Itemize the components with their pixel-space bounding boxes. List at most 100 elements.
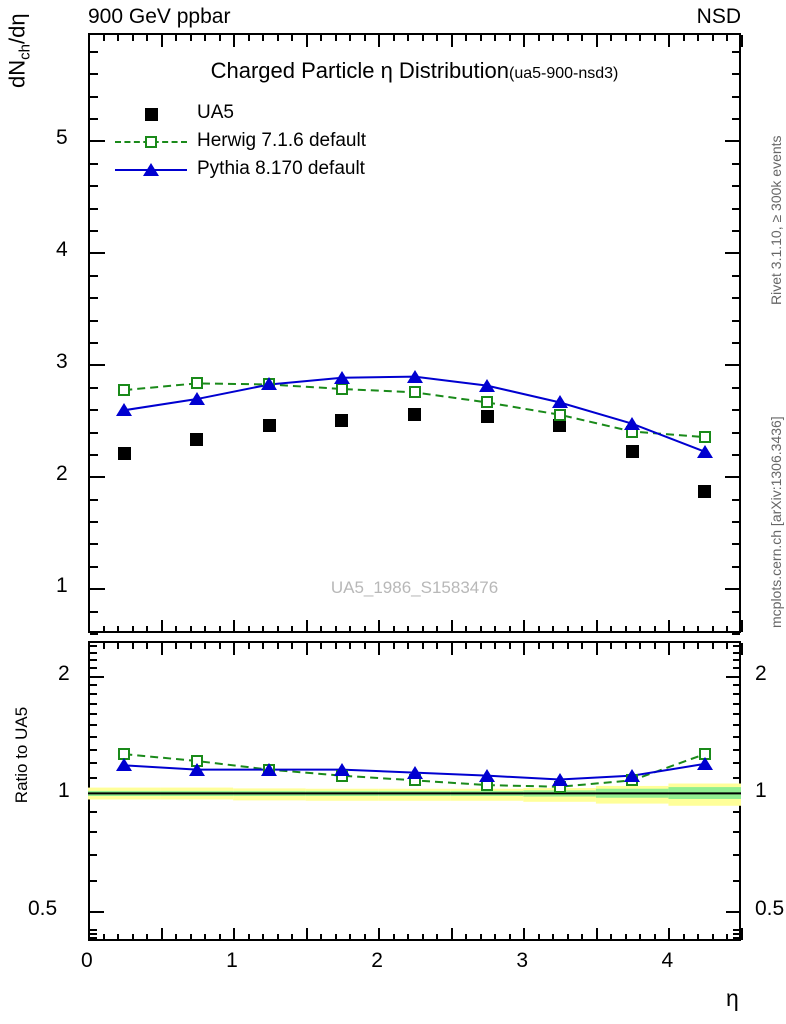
axis-tick-label: 1: [226, 949, 238, 972]
axis-tick: [624, 626, 627, 632]
axis-tick: [90, 431, 98, 434]
axis-tick: [682, 626, 685, 632]
pythia-ratio-point: [261, 762, 278, 776]
axis-tick: [653, 643, 656, 649]
axis-tick: [595, 620, 598, 632]
axis-tick-label: 5: [56, 126, 68, 150]
axis-tick: [146, 934, 149, 940]
axis-tick: [421, 934, 424, 940]
axis-tick: [436, 934, 439, 940]
axis-tick: [610, 643, 613, 649]
axis-tick: [741, 928, 743, 940]
axis-tick: [90, 319, 98, 322]
axis-tick: [146, 626, 149, 632]
axis-tick: [732, 341, 740, 344]
axis-tick: [90, 453, 98, 456]
axis-tick: [552, 626, 555, 632]
axis-tick: [733, 659, 740, 662]
axis-tick: [131, 643, 134, 649]
axis-tick: [537, 35, 540, 41]
axis-tick: [392, 35, 395, 41]
axis-tick: [320, 934, 323, 940]
axis-tick: [733, 831, 740, 834]
axis-tick: [733, 748, 740, 751]
ua5-data-point: [190, 432, 204, 446]
axis-tick: [90, 543, 98, 546]
pythia-ratio-point: [479, 768, 496, 782]
axis-tick: [90, 162, 98, 165]
axis-tick: [725, 252, 740, 255]
axis-tick: [160, 620, 163, 632]
axis-tick: [610, 35, 613, 41]
axis-tick: [117, 643, 120, 649]
axis-tick: [90, 252, 105, 255]
axis-tick: [90, 140, 105, 143]
axis-tick: [233, 643, 236, 655]
axis-tick: [732, 185, 740, 188]
herwig-data-point: [553, 408, 566, 421]
axis-tick: [697, 934, 700, 940]
axis-tick-label: 1: [755, 779, 767, 803]
axis-tick: [90, 811, 97, 814]
axis-tick: [189, 934, 192, 940]
axis-tick: [131, 626, 134, 632]
axis-tick-label: 1: [56, 574, 68, 598]
axis-tick: [732, 50, 740, 53]
axis-tick: [131, 35, 134, 41]
axis-tick: [218, 35, 221, 41]
axis-tick: [537, 643, 540, 649]
axis-tick: [725, 364, 740, 367]
axis-tick-label: 0: [81, 949, 93, 972]
axis-tick: [334, 626, 337, 632]
axis-tick: [334, 934, 337, 940]
axis-tick: [595, 643, 598, 655]
axis-tick: [305, 35, 308, 47]
axis-tick: [90, 911, 104, 914]
axis-tick: [465, 934, 468, 940]
axis-tick: [407, 934, 410, 940]
herwig-data-point: [698, 431, 711, 444]
axis-tick: [90, 929, 97, 932]
axis-tick: [349, 934, 352, 940]
axis-tick: [668, 620, 671, 632]
axis-tick: [726, 934, 729, 940]
axis-tick: [508, 643, 511, 649]
axis-tick: [90, 675, 104, 678]
axis-tick: [247, 934, 250, 940]
pythia-data-point: [188, 392, 205, 406]
header-collision-energy: 900 GeV ppbar: [88, 5, 231, 28]
axis-tick: [334, 35, 337, 41]
axis-tick: [494, 626, 497, 632]
legend-entry: Herwig 7.1.6 default: [115, 128, 445, 156]
axis-tick: [247, 643, 250, 649]
axis-tick: [668, 928, 671, 940]
axis-tick-label: 2: [371, 949, 383, 972]
axis-tick: [218, 934, 221, 940]
axis-tick: [733, 644, 740, 647]
axis-tick: [726, 675, 740, 678]
axis-tick: [175, 35, 178, 41]
pythia-ratio-point: [406, 765, 423, 779]
axis-tick: [90, 854, 97, 857]
plot-title: Charged Particle η Distribution(ua5-900-…: [88, 58, 741, 84]
axis-tick: [90, 880, 97, 883]
axis-tick-label: 0.5: [28, 897, 58, 921]
axis-tick-label: 0.5: [755, 897, 785, 921]
axis-tick: [175, 934, 178, 940]
axis-tick: [90, 831, 97, 834]
axis-tick: [711, 626, 714, 632]
axis-tick: [732, 565, 740, 568]
axis-tick: [276, 626, 279, 632]
axis-tick: [566, 626, 569, 632]
axis-tick: [732, 230, 740, 232]
axis-tick: [88, 35, 90, 47]
axis-tick: [146, 643, 149, 649]
axis-tick: [479, 626, 482, 632]
axis-tick: [450, 35, 453, 47]
axis-tick: [90, 118, 98, 121]
plot-title-text: Charged Particle η Distribution: [210, 58, 509, 83]
axis-tick: [189, 626, 192, 632]
axis-tick-label: 1: [58, 779, 70, 803]
axis-tick: [552, 643, 555, 649]
